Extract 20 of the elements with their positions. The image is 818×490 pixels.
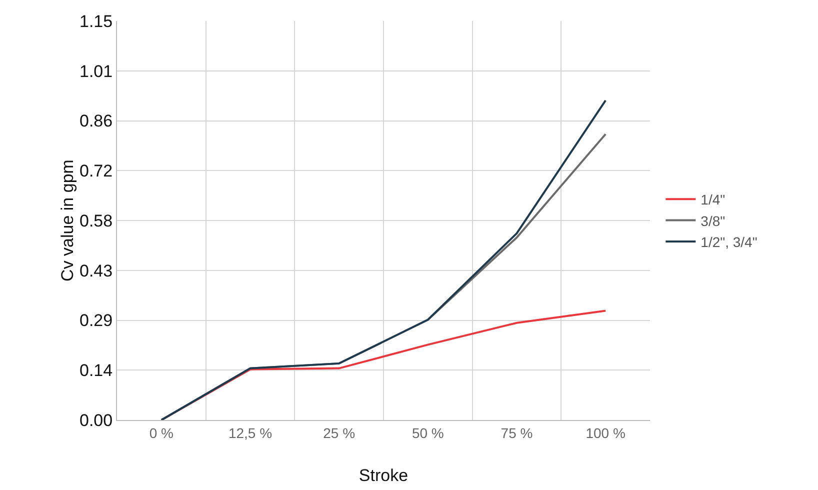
y-tick-label: 0.14 [80, 361, 113, 380]
y-tick-label: 1.01 [80, 62, 113, 81]
y-axis-title: Cv value in gpm [58, 160, 77, 282]
y-tick-label: 0.58 [80, 211, 113, 230]
y-tick-label: 0.72 [80, 162, 113, 181]
x-axis-title: Stroke [358, 466, 408, 485]
y-tick-label: 0.29 [80, 311, 113, 330]
legend-label: 1/4" [700, 192, 726, 208]
y-tick-label: 0.00 [80, 410, 113, 430]
x-tick-label: 75 % [500, 424, 533, 441]
y-tick-label: 1.15 [80, 12, 113, 31]
x-tick-label: 0 % [149, 424, 174, 441]
legend-label: 1/2", 3/4" [700, 234, 758, 250]
x-tick-label: 50 % [412, 424, 444, 441]
y-tick-label: 0.43 [80, 261, 113, 280]
x-tick-label: 12,5 % [228, 424, 272, 441]
x-tick-label: 25 % [323, 424, 356, 441]
legend-label: 3/8" [700, 212, 726, 229]
x-tick-label: 100 % [586, 424, 626, 441]
y-tick-label: 0.86 [80, 112, 113, 131]
